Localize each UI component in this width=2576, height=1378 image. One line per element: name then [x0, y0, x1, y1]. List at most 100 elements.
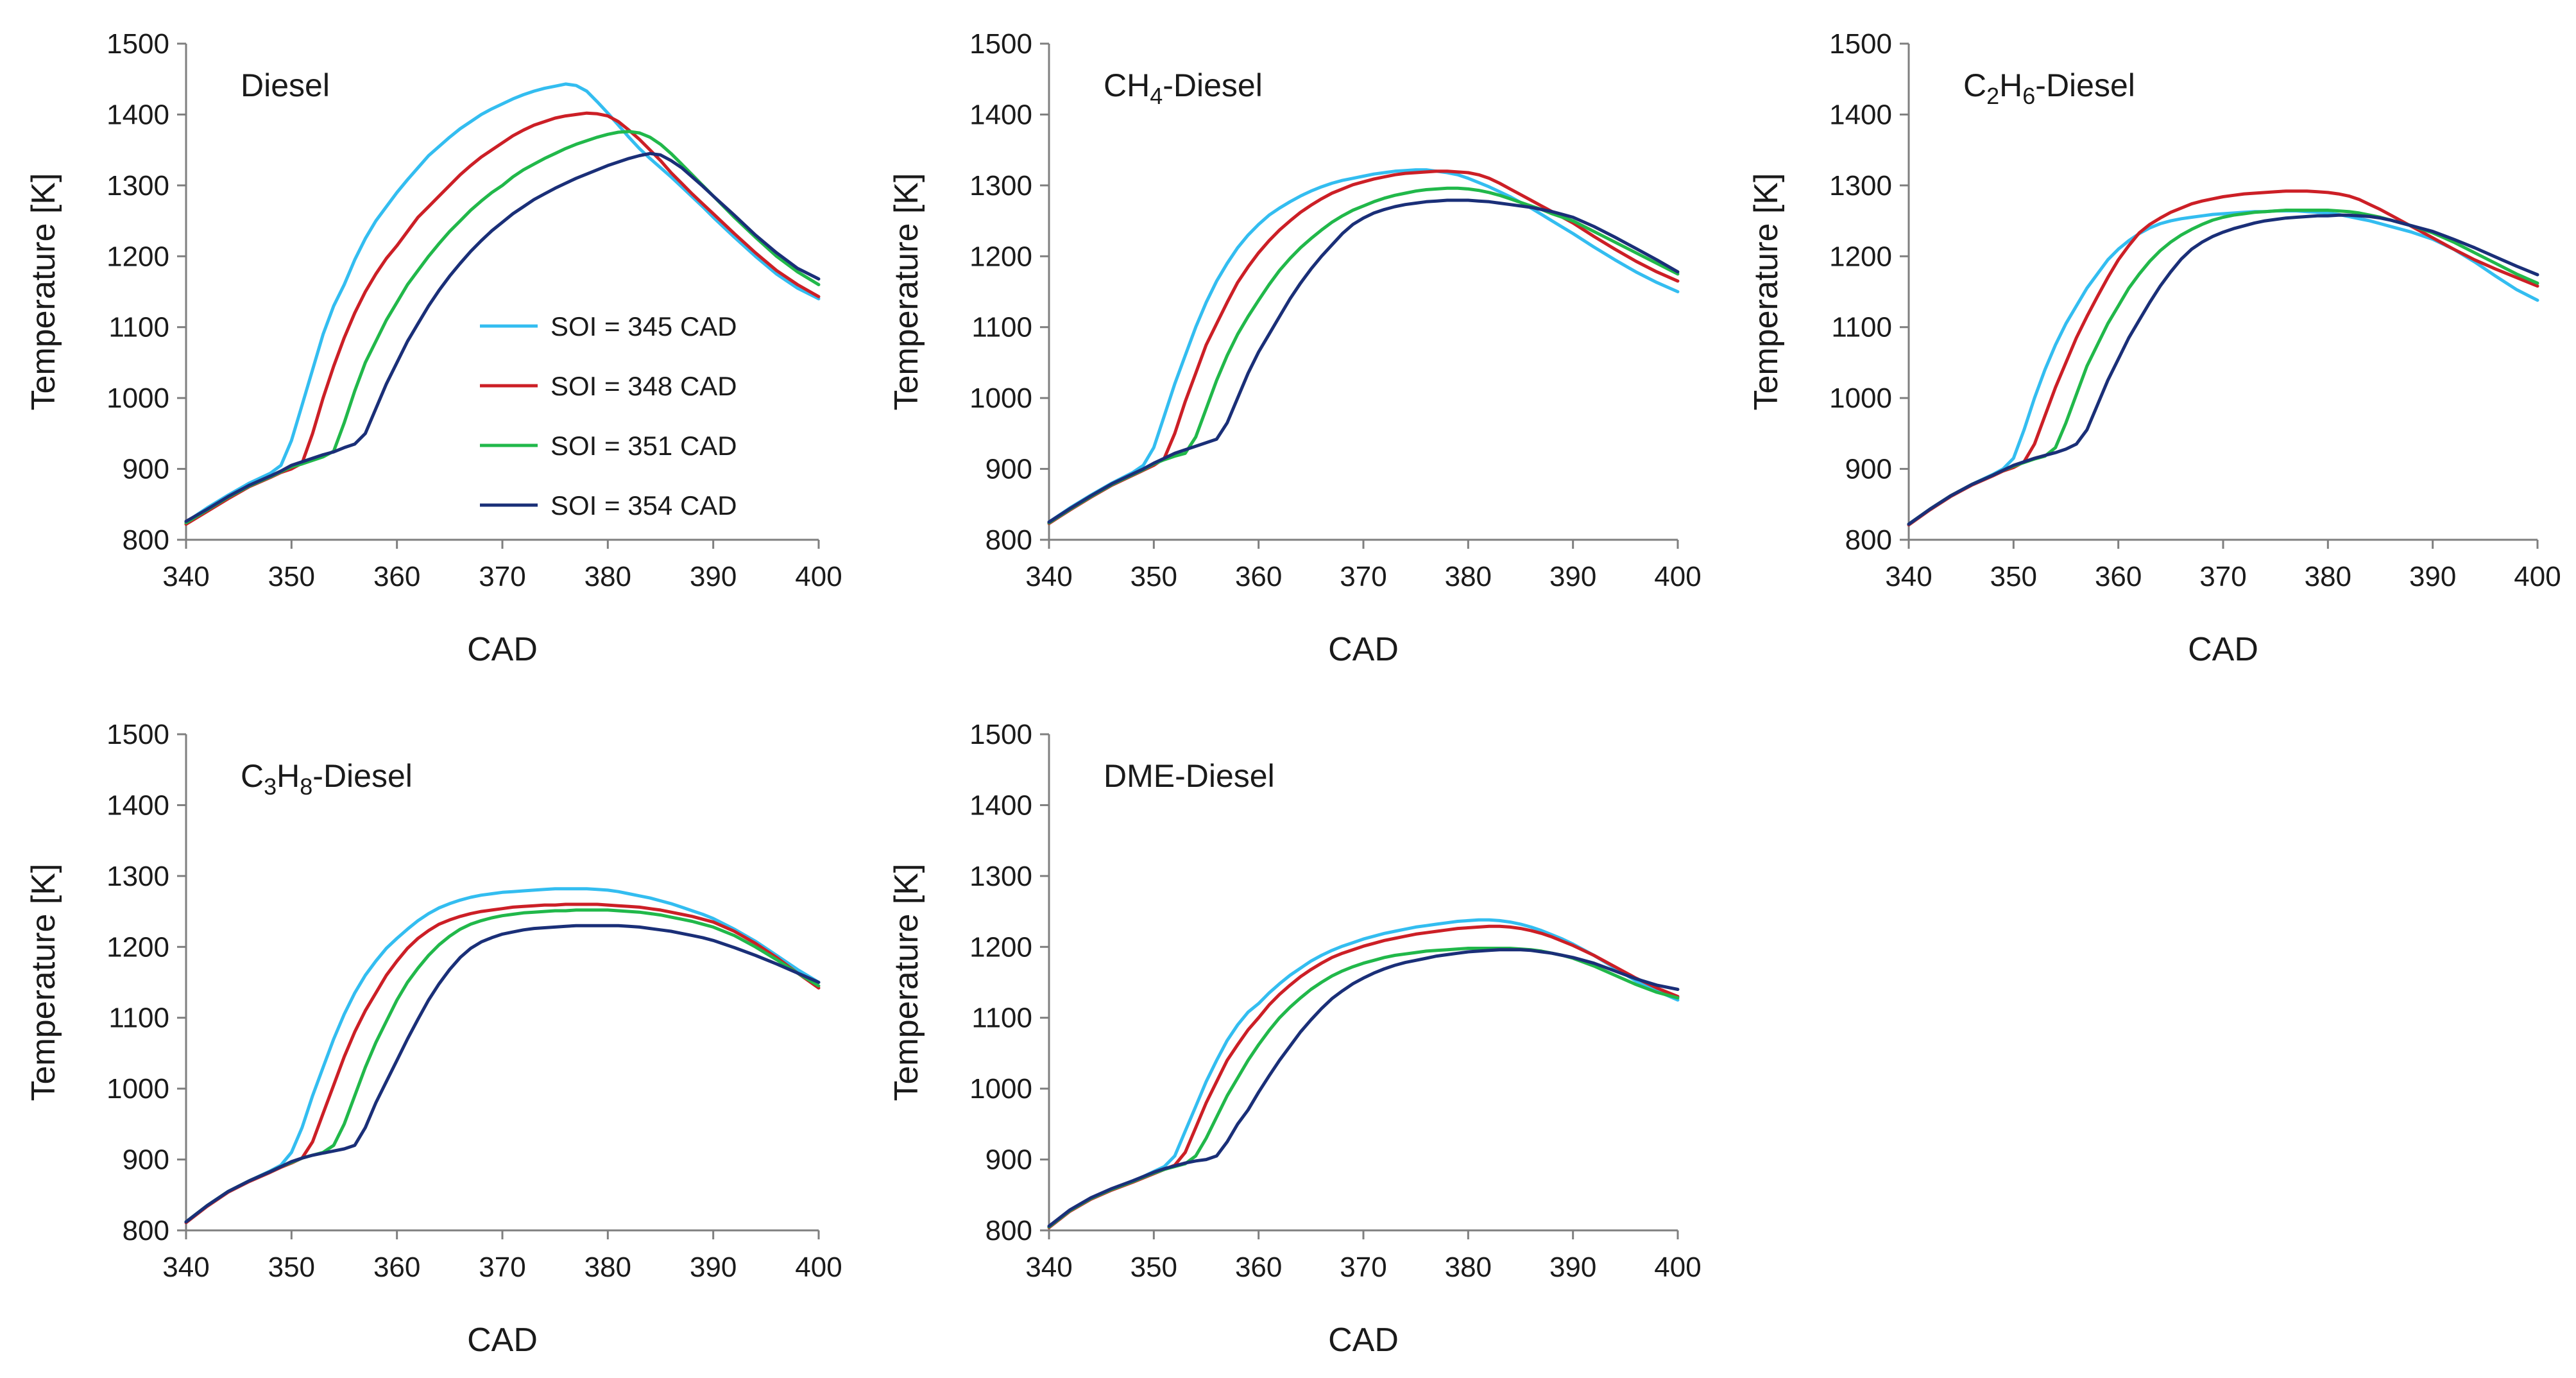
- x-tick-label: 370: [2199, 561, 2246, 592]
- series-line-3: [184, 130, 821, 524]
- y-tick-label: 1100: [108, 312, 169, 343]
- y-tick-label: 1400: [1829, 99, 1892, 130]
- y-tick-label: 1500: [969, 28, 1032, 60]
- y-tick-label: 1000: [969, 1073, 1032, 1105]
- y-tick-label: 900: [985, 1144, 1032, 1176]
- x-tick-label: 400: [795, 1252, 842, 1283]
- y-tick-label: 900: [985, 454, 1032, 485]
- x-tick-label: 350: [1130, 561, 1177, 592]
- x-tick-label: 380: [584, 561, 631, 592]
- y-tick-label: 800: [1845, 524, 1892, 556]
- y-tick-label: 1300: [969, 861, 1032, 892]
- x-tick-label: 370: [479, 561, 525, 592]
- x-tick-label: 400: [2514, 561, 2561, 592]
- series-line-2: [184, 902, 821, 1225]
- y-tick-label: 1000: [107, 383, 169, 414]
- panel-title: Diesel: [241, 67, 330, 103]
- panel-title: C3H8-Diesel: [241, 758, 413, 800]
- y-tick-label: 1000: [1829, 383, 1892, 414]
- x-tick-label: 400: [1654, 561, 1701, 592]
- y-tick-label: 1400: [969, 789, 1032, 821]
- y-tick-label: 1200: [969, 241, 1032, 272]
- y-tick-label: 900: [123, 1144, 169, 1176]
- x-tick-label: 350: [268, 1252, 315, 1283]
- series-line-4: [1047, 198, 1680, 524]
- legend-label: SOI = 348 CAD: [550, 371, 737, 401]
- y-tick-label: 1200: [969, 931, 1032, 963]
- panel-2: 800 900 1000 1100 1200 1300 1400 1500 340 350 360 3…: [888, 28, 1702, 668]
- series-line-4: [184, 924, 821, 1224]
- y-tick-label: 900: [1845, 454, 1892, 485]
- series-line-3: [184, 908, 821, 1224]
- x-tick-label: 390: [1549, 1252, 1596, 1283]
- panel-title: C2H6-Diesel: [1963, 67, 2135, 109]
- panel-title: CH4-Diesel: [1104, 67, 1263, 109]
- panel-title: DME-Diesel: [1104, 758, 1275, 794]
- y-tick-label: 800: [985, 524, 1032, 556]
- series-line-1: [1047, 168, 1680, 524]
- x-tick-label: 360: [1235, 561, 1282, 592]
- x-tick-label: 390: [690, 1252, 737, 1283]
- series-line-2: [1907, 189, 2539, 527]
- y-tick-label: 1400: [107, 99, 169, 130]
- x-tick-label: 350: [1130, 1252, 1177, 1283]
- x-tick-label: 380: [1445, 1252, 1492, 1283]
- y-axis-title: Temperature [K]: [25, 173, 62, 411]
- y-axis-title: Temperature [K]: [25, 864, 62, 1101]
- series-line-2: [1047, 924, 1680, 1230]
- panel-3: 800 900 1000 1100 1200 1300 1400 1500 340 350 360 3…: [1748, 28, 2561, 668]
- y-tick-label: 1400: [107, 789, 169, 821]
- x-tick-label: 400: [795, 561, 842, 592]
- x-tick-label: 370: [1340, 1252, 1386, 1283]
- legend-label: SOI = 345 CAD: [550, 311, 737, 341]
- panel-4: 800 900 1000 1100 1200 1300 1400 1500 340 350 360 3…: [25, 719, 842, 1359]
- x-tick-label: 380: [584, 1252, 631, 1283]
- y-tick-label: 1200: [107, 241, 169, 272]
- x-axis-title: CAD: [1328, 631, 1399, 668]
- y-tick-label: 900: [123, 454, 169, 485]
- x-tick-label: 350: [268, 561, 315, 592]
- x-tick-label: 340: [1025, 561, 1072, 592]
- x-tick-label: 380: [2305, 561, 2351, 592]
- y-tick-label: 1100: [1831, 312, 1892, 343]
- y-tick-label: 1200: [107, 931, 169, 963]
- legend: SOI = 345 CAD SOI = 348 CAD SOI = 351 CAD S…: [480, 311, 737, 521]
- y-tick-label: 800: [985, 1215, 1032, 1246]
- x-tick-label: 340: [162, 1252, 209, 1283]
- panel-1: 800 900 1000 1100 1200 1300 1400 1500 340 350 360 3…: [25, 28, 842, 668]
- y-tick-label: 1000: [969, 383, 1032, 414]
- x-tick-label: 380: [1445, 561, 1492, 592]
- x-tick-label: 350: [1990, 561, 2037, 592]
- y-tick-label: 800: [123, 1215, 169, 1246]
- y-tick-label: 1100: [971, 312, 1032, 343]
- x-tick-label: 390: [690, 561, 737, 592]
- y-axis-title: Temperature [K]: [888, 173, 925, 411]
- series-line-3: [1047, 947, 1680, 1228]
- x-tick-label: 370: [1340, 561, 1386, 592]
- y-tick-label: 1500: [107, 719, 169, 750]
- x-tick-label: 360: [1235, 1252, 1282, 1283]
- x-tick-label: 390: [2409, 561, 2456, 592]
- x-tick-label: 340: [162, 561, 209, 592]
- y-tick-label: 800: [123, 524, 169, 556]
- y-tick-label: 1300: [969, 170, 1032, 202]
- x-tick-label: 360: [2095, 561, 2142, 592]
- y-tick-label: 1100: [971, 1003, 1032, 1034]
- y-tick-label: 1500: [107, 28, 169, 60]
- x-tick-label: 370: [479, 1252, 525, 1283]
- series-line-4: [184, 151, 821, 523]
- x-axis-title: CAD: [2188, 631, 2258, 668]
- y-axis-title: Temperature [K]: [888, 864, 925, 1101]
- y-tick-label: 1500: [969, 719, 1032, 750]
- x-tick-label: 390: [1549, 561, 1596, 592]
- y-tick-label: 1300: [1829, 170, 1892, 202]
- y-axis-title: Temperature [K]: [1748, 173, 1785, 411]
- series-line-1: [1907, 209, 2539, 526]
- series-line-4: [1907, 213, 2539, 526]
- series-line-2: [1047, 169, 1680, 526]
- x-tick-label: 340: [1885, 561, 1932, 592]
- x-axis-title: CAD: [467, 631, 538, 668]
- series-line-2: [184, 111, 821, 526]
- legend-label: SOI = 351 CAD: [550, 431, 737, 461]
